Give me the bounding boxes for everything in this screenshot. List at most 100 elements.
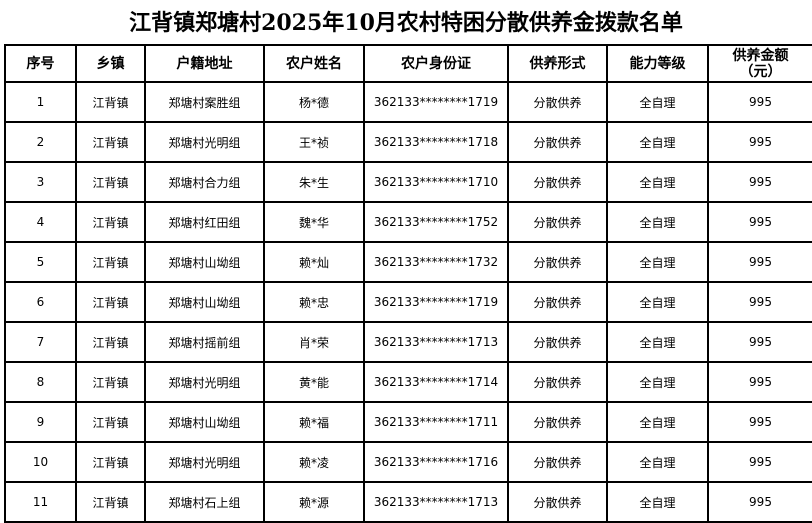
cell-ability-level: 全自理 — [606, 161, 709, 203]
cell-index: 1 — [4, 81, 77, 123]
cell-amount: 995 — [707, 361, 812, 403]
cell-support-type: 分散供养 — [507, 321, 608, 363]
cell-town: 江背镇 — [75, 481, 146, 523]
header-name: 农户姓名 — [263, 44, 365, 83]
cell-amount: 995 — [707, 481, 812, 523]
cell-town: 江背镇 — [75, 321, 146, 363]
cell-index: 4 — [4, 201, 77, 243]
cell-town: 江背镇 — [75, 241, 146, 283]
cell-id-number: 362133********1716 — [363, 441, 509, 483]
header-row: 序号 乡镇 户籍地址 农户姓名 农户身份证 供养形式 能力等级 供养金额（元） — [4, 44, 812, 83]
cell-index: 10 — [4, 441, 77, 483]
table-row: 2 江背镇 郑塘村光明组 王*祯 362133********1718 分散供养 全自理 99… — [4, 121, 812, 163]
cell-address: 郑塘村合力组 — [144, 161, 265, 203]
cell-support-type: 分散供养 — [507, 401, 608, 443]
cell-town: 江背镇 — [75, 401, 146, 443]
cell-town: 江背镇 — [75, 161, 146, 203]
cell-support-type: 分散供养 — [507, 441, 608, 483]
cell-name: 赖*凌 — [263, 441, 365, 483]
table-row: 5 江背镇 郑塘村山坳组 赖*灿 362133********1732 分散供养 全自理 99… — [4, 241, 812, 283]
table-row: 4 江背镇 郑塘村红田组 魏*华 362133********1752 分散供养 全自理 99… — [4, 201, 812, 243]
cell-name: 赖*福 — [263, 401, 365, 443]
cell-index: 9 — [4, 401, 77, 443]
cell-amount: 995 — [707, 201, 812, 243]
cell-id-number: 362133********1713 — [363, 481, 509, 523]
cell-amount: 995 — [707, 401, 812, 443]
cell-amount: 995 — [707, 121, 812, 163]
cell-address: 郑塘村山坳组 — [144, 241, 265, 283]
cell-ability-level: 全自理 — [606, 121, 709, 163]
cell-id-number: 362133********1710 — [363, 161, 509, 203]
cell-id-number: 362133********1711 — [363, 401, 509, 443]
header-ability-level: 能力等级 — [606, 44, 709, 83]
cell-support-type: 分散供养 — [507, 161, 608, 203]
cell-address: 郑塘村红田组 — [144, 201, 265, 243]
cell-id-number: 362133********1714 — [363, 361, 509, 403]
cell-name: 赖*灿 — [263, 241, 365, 283]
cell-support-type: 分散供养 — [507, 121, 608, 163]
cell-support-type: 分散供养 — [507, 201, 608, 243]
cell-index: 2 — [4, 121, 77, 163]
header-address: 户籍地址 — [144, 44, 265, 83]
cell-town: 江背镇 — [75, 281, 146, 323]
cell-name: 魏*华 — [263, 201, 365, 243]
header-id-number: 农户身份证 — [363, 44, 509, 83]
cell-name: 杨*德 — [263, 81, 365, 123]
cell-amount: 995 — [707, 161, 812, 203]
cell-address: 郑塘村山坳组 — [144, 401, 265, 443]
cell-ability-level: 全自理 — [606, 81, 709, 123]
cell-address: 郑塘村光明组 — [144, 361, 265, 403]
cell-name: 朱*生 — [263, 161, 365, 203]
cell-ability-level: 全自理 — [606, 281, 709, 323]
cell-index: 8 — [4, 361, 77, 403]
cell-name: 王*祯 — [263, 121, 365, 163]
cell-support-type: 分散供养 — [507, 81, 608, 123]
cell-ability-level: 全自理 — [606, 361, 709, 403]
cell-id-number: 362133********1752 — [363, 201, 509, 243]
cell-address: 郑塘村山坳组 — [144, 281, 265, 323]
cell-amount: 995 — [707, 321, 812, 363]
cell-support-type: 分散供养 — [507, 281, 608, 323]
cell-address: 郑塘村案胜组 — [144, 81, 265, 123]
cell-name: 赖*忠 — [263, 281, 365, 323]
header-support-type: 供养形式 — [507, 44, 608, 83]
cell-ability-level: 全自理 — [606, 321, 709, 363]
cell-id-number: 362133********1719 — [363, 281, 509, 323]
cell-amount: 995 — [707, 441, 812, 483]
cell-index: 7 — [4, 321, 77, 363]
allowance-table: 序号 乡镇 户籍地址 农户姓名 农户身份证 供养形式 能力等级 供养金额（元） 1 江背镇 郑塘村… — [4, 44, 812, 523]
cell-index: 11 — [4, 481, 77, 523]
cell-index: 5 — [4, 241, 77, 283]
table-row: 1 江背镇 郑塘村案胜组 杨*德 362133********1719 分散供养 全自理 99… — [4, 81, 812, 123]
table-row: 3 江背镇 郑塘村合力组 朱*生 362133********1710 分散供养 全自理 99… — [4, 161, 812, 203]
cell-ability-level: 全自理 — [606, 481, 709, 523]
cell-ability-level: 全自理 — [606, 441, 709, 483]
cell-support-type: 分散供养 — [507, 361, 608, 403]
cell-index: 6 — [4, 281, 77, 323]
table-row: 10 江背镇 郑塘村光明组 赖*凌 362133********1716 分散供养 全自理 9… — [4, 441, 812, 483]
cell-ability-level: 全自理 — [606, 401, 709, 443]
cell-support-type: 分散供养 — [507, 481, 608, 523]
header-amount-label: 供养金额（元） — [732, 47, 789, 80]
cell-town: 江背镇 — [75, 361, 146, 403]
cell-address: 郑塘村摇前组 — [144, 321, 265, 363]
cell-index: 3 — [4, 161, 77, 203]
cell-ability-level: 全自理 — [606, 241, 709, 283]
cell-id-number: 362133********1732 — [363, 241, 509, 283]
document-title: 江背镇郑塘村2025年10月农村特困分散供养金拨款名单 — [129, 10, 683, 36]
table-row: 11 江背镇 郑塘村石上组 赖*源 362133********1713 分散供养 全自理 9… — [4, 481, 812, 523]
header-amount: 供养金额（元） — [707, 44, 812, 83]
cell-amount: 995 — [707, 241, 812, 283]
table-row: 9 江背镇 郑塘村山坳组 赖*福 362133********1711 分散供养 全自理 99… — [4, 401, 812, 443]
cell-id-number: 362133********1719 — [363, 81, 509, 123]
header-index: 序号 — [4, 44, 77, 83]
cell-id-number: 362133********1713 — [363, 321, 509, 363]
cell-amount: 995 — [707, 281, 812, 323]
cell-name: 肖*荣 — [263, 321, 365, 363]
cell-address: 郑塘村石上组 — [144, 481, 265, 523]
cell-amount: 995 — [707, 81, 812, 123]
cell-town: 江背镇 — [75, 121, 146, 163]
cell-town: 江背镇 — [75, 81, 146, 123]
header-town: 乡镇 — [75, 44, 146, 83]
cell-name: 黄*能 — [263, 361, 365, 403]
